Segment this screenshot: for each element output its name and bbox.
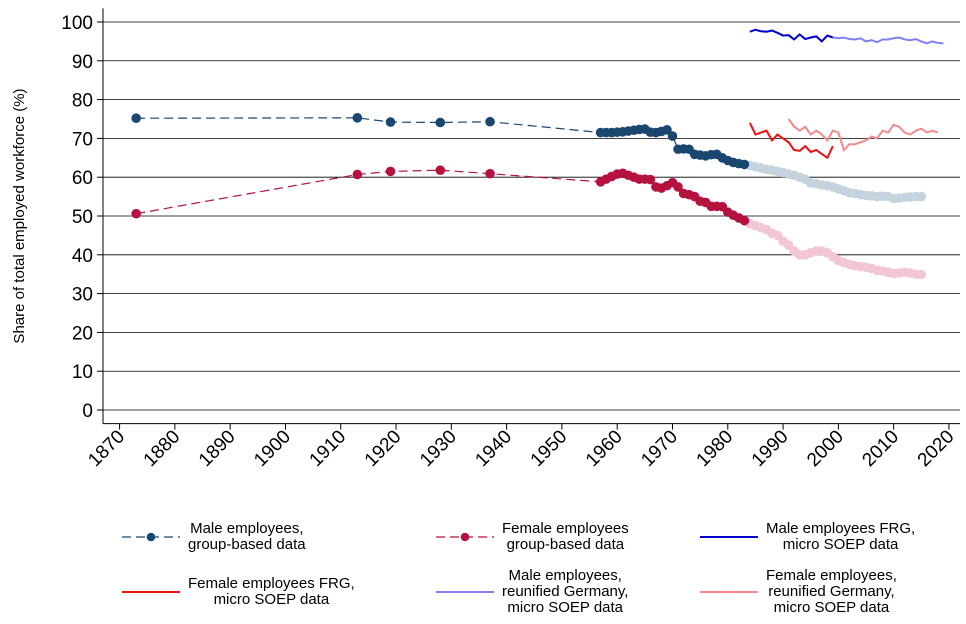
legend-marker [460,532,470,542]
series-marker [131,208,141,219]
series-marker [662,125,672,135]
y-tick-label: 30 [72,285,93,306]
series-marker [783,240,794,250]
y-tick-label: 50 [72,207,93,228]
x-tick-label: 1980 [693,426,738,471]
x-tick-label: 1990 [748,426,793,471]
series-marker [352,113,363,123]
legend-marker [146,532,156,542]
x-tick-label: 1970 [637,426,682,471]
y-tick-label: 0 [82,401,93,422]
x-tick-label: 1940 [471,426,516,471]
x-tick-label: 2010 [858,426,903,471]
series-marker [385,117,396,127]
legend-label: Female employees FRG, micro SOEP data [188,575,355,608]
x-tick-label: 1890 [195,426,240,471]
series-marker [916,269,927,280]
series-marker [485,116,495,127]
y-tick-label: 90 [72,52,93,73]
x-tick-label: 1900 [250,426,295,471]
x-tick-label: 1870 [84,426,129,471]
x-tick-label: 2020 [914,426,959,471]
x-tick-label: 1960 [582,426,627,471]
y-tick-label: 60 [72,168,93,189]
y-axis-title: Share of total employed workforce (%) [11,88,28,343]
series-line [832,36,944,45]
series-marker [916,191,927,202]
series-marker [352,169,363,180]
series-marker [435,165,446,176]
legend-label: Male employees, reunified Germany, micro… [502,567,629,616]
series-marker [485,168,495,179]
y-tick-label: 70 [72,129,93,150]
series-line [748,122,834,160]
x-tick-label: 1950 [527,426,572,471]
y-tick-label: 20 [72,323,93,344]
y-tick-label: 40 [72,246,93,267]
series-marker [131,113,141,124]
series-marker [673,182,683,192]
series-marker [667,131,678,141]
legend-label: Female employees, reunified Germany, mic… [766,567,897,616]
y-tick-label: 10 [72,362,93,383]
series-line [787,118,939,152]
series-marker [772,230,783,241]
x-tick-label: 2000 [803,426,848,471]
series-marker [739,215,750,226]
legend-label: Male employees FRG, micro SOEP data [766,520,916,553]
series-marker [435,117,446,128]
series-marker [739,159,750,170]
series-marker [385,166,396,177]
legend-label: Female employees group-based data [502,520,629,553]
y-tick-label: 100 [61,13,93,34]
legend-label: Male employees, group-based data [188,520,306,553]
x-tick-label: 1920 [361,426,406,471]
y-tick-label: 80 [72,91,93,112]
series-marker [645,174,656,185]
x-tick-label: 1930 [416,426,461,471]
x-tick-label: 1880 [140,426,185,471]
series-line [749,28,834,43]
x-tick-label: 1910 [306,426,351,471]
